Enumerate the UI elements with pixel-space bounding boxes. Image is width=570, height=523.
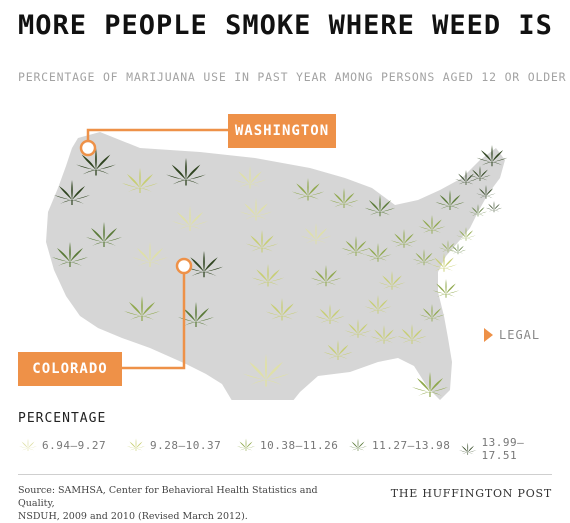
legend: 6.94–9.27 9.28–10.37 10.38–11.26 11.27–13.9… <box>18 436 558 462</box>
legend-item: 9.28–10.37 <box>126 436 221 454</box>
source-line-1: Source: SAMHSA, Center for Behavioral He… <box>18 485 318 509</box>
colorado-callout-line <box>122 268 186 370</box>
legend-item-label: 10.38–11.26 <box>260 438 339 452</box>
source-line-2: NSDUH, 2009 and 2010 (Revised March 2012… <box>18 511 248 522</box>
brand-logo: THE HUFFINGTON POST <box>390 487 552 500</box>
washington-marker <box>79 139 97 157</box>
colorado-marker <box>175 257 193 275</box>
legend-item: 10.38–11.26 <box>236 436 338 454</box>
leaf-icon <box>19 438 37 451</box>
legend-item-label: 11.27–13.98 <box>372 438 451 452</box>
legend-item: 11.27–13.98 <box>348 436 450 454</box>
chart-subtitle: Percentage of marijuana use in past year… <box>18 70 567 84</box>
legal-key-label: Legal <box>499 328 541 342</box>
legend-item: 6.94–9.27 <box>18 436 106 454</box>
legend-title: Percentage <box>18 411 107 426</box>
legal-key-arrow-icon <box>484 328 493 342</box>
leaf-icon <box>127 438 145 451</box>
leaf-icon <box>349 438 367 451</box>
leaf-icon <box>458 442 477 455</box>
washington-label: Washington <box>228 114 336 148</box>
legend-item-label: 13.99–17.51 <box>481 436 525 462</box>
chart-title: More people smoke where weed is legal <box>18 10 570 41</box>
source-note: Source: SAMHSA, Center for Behavioral He… <box>18 484 348 523</box>
us-map <box>46 128 508 400</box>
state-leaf-ri <box>485 201 503 213</box>
legend-item: 13.99–17.51 <box>458 436 558 462</box>
legend-item-label: 6.94–9.27 <box>42 438 107 452</box>
leaf-icon <box>237 438 255 451</box>
legal-key: Legal <box>484 328 540 342</box>
legend-item-label: 9.28–10.37 <box>150 438 222 452</box>
callout-lines <box>79 128 230 370</box>
footer-divider <box>18 474 552 475</box>
colorado-label: Colorado <box>18 352 122 386</box>
